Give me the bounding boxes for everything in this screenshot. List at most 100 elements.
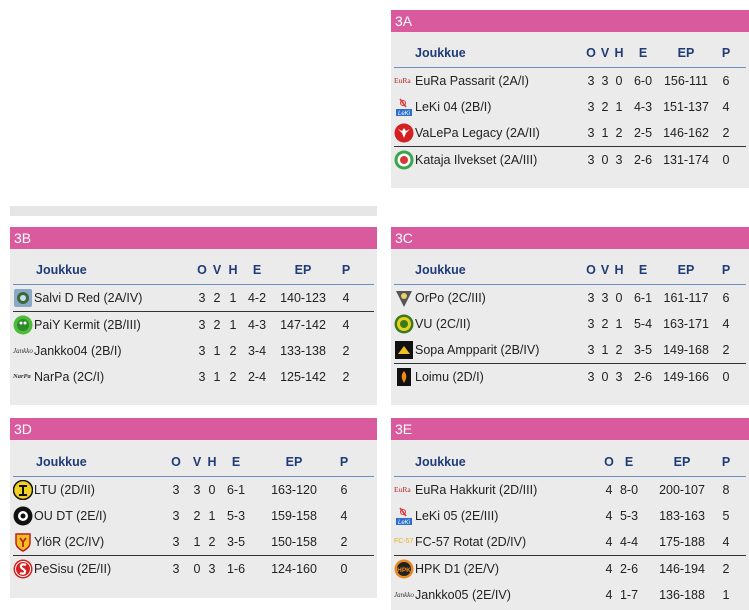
sets: 1-6 — [226, 562, 246, 576]
played: 3 — [587, 317, 595, 331]
table-row[interactable]: Salvi D Red (2A/IV) 3 2 1 4-2 140-123 4 — [10, 285, 377, 311]
points-diff: 149-166 — [663, 370, 709, 384]
losses: 1 — [229, 291, 237, 305]
wins: 1 — [601, 343, 609, 357]
leki-logo-icon: LeKi — [394, 506, 414, 526]
team-name[interactable]: FC-57 Rotat (2D/IV) — [415, 535, 527, 549]
points: 0 — [722, 153, 730, 167]
wins: 1 — [213, 344, 221, 358]
points: 5 — [722, 509, 730, 523]
played: 3 — [172, 535, 180, 549]
col-o: O — [197, 263, 207, 277]
col-h: H — [228, 263, 238, 277]
ou-logo-icon — [13, 506, 33, 526]
team-name[interactable]: HPK D1 (2E/V) — [415, 562, 500, 576]
table-row[interactable]: YlöR (2C/IV) 3 1 2 3-5 150-158 2 — [10, 529, 377, 555]
team-name[interactable]: VaLePa Legacy (2A/II) — [415, 126, 540, 140]
team-name[interactable]: OU DT (2E/I) — [34, 509, 107, 523]
team-name[interactable]: Jankko05 (2E/IV) — [415, 588, 511, 602]
team-name[interactable]: PaiY Kermit (2B/III) — [34, 318, 141, 332]
played: 3 — [587, 370, 595, 384]
table-row[interactable]: VaLePa Legacy (2A/II) 3 1 2 2-5 146-162 … — [391, 120, 749, 146]
table-row[interactable]: EuRa EuRa Passarit (2A/I) 3 3 0 6-0 156-… — [391, 68, 749, 94]
sets: 6-1 — [633, 291, 653, 305]
points-diff: 131-174 — [663, 153, 709, 167]
points-diff: 150-158 — [271, 535, 317, 549]
team-name[interactable]: VU (2C/II) — [415, 317, 471, 331]
team-name[interactable]: LTU (2D/II) — [34, 483, 95, 497]
points-diff: 175-188 — [659, 535, 705, 549]
team-name[interactable]: PeSisu (2E/II) — [34, 562, 112, 576]
wins: 1 — [193, 535, 201, 549]
team-name[interactable]: LeKi 05 (2E/III) — [415, 509, 499, 523]
table-row[interactable]: OrPo (2C/III) 3 3 0 6-1 161-117 6 — [391, 285, 749, 311]
losses: 2 — [208, 535, 216, 549]
points: 4 — [342, 318, 350, 332]
group-3c-panel: 3C Joukkue O V H E EP P OrPo (2C/III) 3 … — [391, 227, 749, 405]
losses: 1 — [208, 509, 216, 523]
table-row[interactable]: EuRa EuRa Hakkurit (2D/III) 4 8-0 200-10… — [391, 477, 749, 503]
col-e: E — [638, 46, 648, 60]
table-row[interactable]: Jankko Jankko05 (2E/IV) 4 1-7 136-188 1 — [391, 582, 749, 608]
col-ep: EP — [294, 263, 312, 277]
team-name[interactable]: Sopa Ampparit (2B/IV) — [415, 343, 540, 357]
group-3e-panel: 3E Joukkue O E EP P EuRa EuRa Hakkurit (… — [391, 418, 749, 610]
losses: 0 — [615, 291, 623, 305]
team-name[interactable]: YlöR (2C/IV) — [34, 535, 105, 549]
points-diff: 163-120 — [271, 483, 317, 497]
played: 3 — [587, 126, 595, 140]
col-e: E — [231, 455, 241, 469]
table-row[interactable]: VU (2C/II) 3 2 1 5-4 163-171 4 — [391, 311, 749, 337]
table-row[interactable]: NarPa NarPa (2C/I) 3 1 2 2-4 125-142 2 — [10, 364, 377, 390]
table-row[interactable]: FC-57 FC-57 Rotat (2D/IV) 4 4-4 175-188 … — [391, 529, 749, 555]
table-row[interactable]: HPK HPK D1 (2E/V) 4 2-6 146-194 2 — [391, 556, 749, 582]
table-row[interactable]: OU DT (2E/I) 3 2 1 5-3 159-158 4 — [10, 503, 377, 529]
played: 3 — [172, 509, 180, 523]
wins: 0 — [601, 153, 609, 167]
table-row[interactable]: Jankko Jankko04 (2B/I) 3 1 2 3-4 133-138… — [10, 338, 377, 364]
col-e: E — [638, 263, 648, 277]
points-diff: 125-142 — [280, 370, 326, 384]
col-v: V — [600, 263, 610, 277]
table-row[interactable]: Kataja Ilvekset (2A/III) 3 0 3 2-6 131-1… — [391, 147, 749, 173]
table-row[interactable]: LTU (2D/II) 3 3 0 6-1 163-120 6 — [10, 477, 377, 503]
points-diff: 161-117 — [663, 291, 709, 305]
sets: 3-5 — [226, 535, 246, 549]
team-name[interactable]: Kataja Ilvekset (2A/III) — [415, 153, 538, 167]
played: 3 — [587, 74, 595, 88]
table-row[interactable]: Loimu (2D/I) 3 0 3 2-6 149-166 0 — [391, 364, 749, 390]
table-row[interactable]: LeKi LeKi 04 (2B/I) 3 2 1 4-3 151-137 4 — [391, 94, 749, 120]
col-o: O — [171, 455, 181, 469]
table-row[interactable]: Sopa Ampparit (2B/IV) 3 1 2 3-5 149-168 … — [391, 337, 749, 363]
team-name[interactable]: Loimu (2D/I) — [415, 370, 484, 384]
team-name[interactable]: Salvi D Red (2A/IV) — [34, 291, 143, 305]
fc57-logo-icon: FC-57 — [394, 538, 414, 545]
wins: 2 — [193, 509, 201, 523]
team-name[interactable]: EuRa Passarit (2A/I) — [415, 74, 529, 88]
col-ep: EP — [285, 455, 303, 469]
eura-logo-icon: EuRa — [394, 76, 411, 85]
losses: 3 — [615, 370, 623, 384]
played: 3 — [587, 100, 595, 114]
points: 4 — [722, 100, 730, 114]
group-3b-panel: 3B Joukkue O V H E EP P Salvi D Red (2A/… — [10, 227, 377, 405]
points-diff: 149-168 — [663, 343, 709, 357]
played: 3 — [198, 344, 206, 358]
valepa-logo-icon — [394, 123, 414, 143]
table-row[interactable]: LeKi LeKi 05 (2E/III) 4 5-3 183-163 5 — [391, 503, 749, 529]
team-name[interactable]: EuRa Hakkurit (2D/III) — [415, 483, 538, 497]
sets: 5-3 — [226, 509, 246, 523]
losses: 1 — [615, 100, 623, 114]
team-name[interactable]: OrPo (2C/III) — [415, 291, 486, 305]
orpo-logo-icon — [394, 288, 414, 308]
team-name[interactable]: NarPa (2C/I) — [34, 370, 105, 384]
points-diff: 147-142 — [280, 318, 326, 332]
losses: 1 — [615, 317, 623, 331]
team-name[interactable]: Jankko04 (2B/I) — [34, 344, 122, 358]
team-name[interactable]: LeKi 04 (2B/I) — [415, 100, 492, 114]
ylor-logo-icon — [13, 532, 33, 552]
table-row[interactable]: PeSisu (2E/II) 3 0 3 1-6 124-160 0 — [10, 556, 377, 582]
sets: 2-5 — [633, 126, 653, 140]
sopa-logo-icon — [394, 340, 414, 360]
table-row[interactable]: PaiY Kermit (2B/III) 3 2 1 4-3 147-142 4 — [10, 312, 377, 338]
